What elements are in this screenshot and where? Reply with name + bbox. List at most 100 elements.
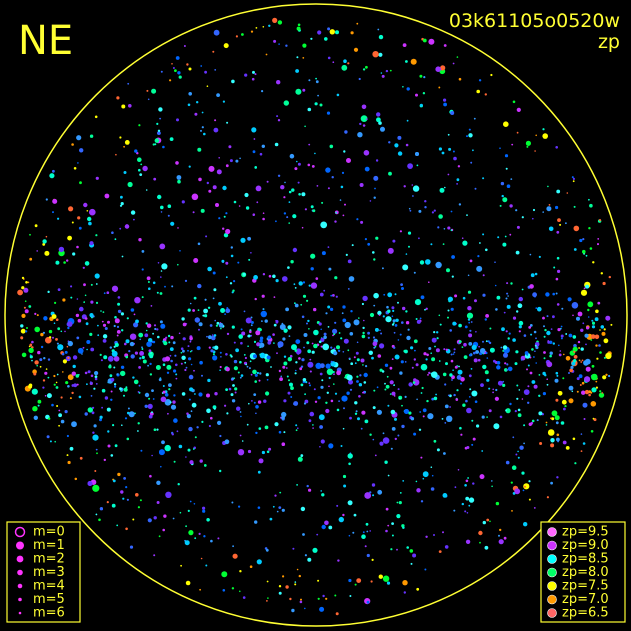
star xyxy=(550,481,553,485)
star xyxy=(356,22,359,25)
star xyxy=(184,540,190,546)
star xyxy=(306,322,308,325)
star xyxy=(354,401,358,405)
star xyxy=(226,412,229,415)
star xyxy=(156,480,161,485)
star xyxy=(392,309,395,312)
star xyxy=(440,65,446,71)
star xyxy=(335,612,339,616)
star xyxy=(415,93,418,97)
star xyxy=(124,224,130,229)
star xyxy=(160,323,166,329)
star xyxy=(192,448,195,450)
star xyxy=(392,322,395,324)
star xyxy=(408,207,411,210)
star xyxy=(255,27,258,29)
star xyxy=(450,229,453,232)
star xyxy=(572,177,576,180)
star xyxy=(83,202,88,208)
star xyxy=(500,181,505,186)
star xyxy=(64,350,68,354)
star xyxy=(117,472,121,477)
star xyxy=(251,127,257,133)
star xyxy=(388,171,392,176)
star xyxy=(92,484,100,492)
star xyxy=(52,169,55,173)
star xyxy=(148,287,151,291)
star xyxy=(532,292,537,298)
star xyxy=(277,174,281,177)
star xyxy=(531,380,536,384)
star xyxy=(537,306,542,312)
star xyxy=(343,59,347,63)
star xyxy=(225,276,228,279)
star xyxy=(67,235,72,241)
star xyxy=(428,347,432,350)
star xyxy=(482,233,485,236)
star xyxy=(196,426,199,429)
star xyxy=(239,360,242,364)
zp-marker xyxy=(547,581,557,591)
star xyxy=(84,317,88,320)
star xyxy=(391,323,395,326)
star xyxy=(333,351,338,356)
star xyxy=(164,444,171,452)
star xyxy=(433,209,436,212)
star xyxy=(295,429,298,432)
star xyxy=(212,50,215,53)
star xyxy=(363,381,367,384)
star xyxy=(362,391,364,394)
star xyxy=(506,369,509,371)
star xyxy=(291,188,295,192)
star xyxy=(255,330,261,336)
star xyxy=(284,181,286,184)
star xyxy=(411,184,414,186)
star xyxy=(467,290,472,294)
star xyxy=(373,258,376,261)
star xyxy=(88,221,92,226)
star xyxy=(37,399,42,404)
star xyxy=(55,386,59,389)
star xyxy=(241,440,244,442)
star xyxy=(189,302,192,305)
star xyxy=(507,366,513,372)
star xyxy=(531,419,535,423)
star xyxy=(148,338,153,343)
star xyxy=(348,276,355,282)
star xyxy=(67,374,74,381)
star xyxy=(185,525,188,528)
star xyxy=(198,177,202,182)
star xyxy=(416,319,421,324)
star xyxy=(464,325,468,329)
star xyxy=(377,354,382,358)
star xyxy=(233,359,238,364)
star xyxy=(256,371,259,375)
star xyxy=(91,411,95,415)
star xyxy=(218,322,224,328)
magnitude-label: m=3 xyxy=(33,565,65,580)
star xyxy=(283,100,289,106)
star xyxy=(126,411,130,415)
star xyxy=(555,205,559,210)
star xyxy=(393,331,396,334)
star xyxy=(76,383,79,386)
star xyxy=(363,150,370,156)
star xyxy=(255,185,262,192)
star xyxy=(211,334,214,336)
star xyxy=(382,575,390,582)
star xyxy=(93,387,96,390)
star xyxy=(555,371,559,375)
star xyxy=(128,411,135,418)
star xyxy=(400,360,404,364)
star xyxy=(486,416,488,418)
star xyxy=(571,390,574,393)
star xyxy=(74,477,78,481)
star xyxy=(238,205,241,207)
star xyxy=(290,396,293,398)
star xyxy=(275,279,279,283)
star xyxy=(25,281,28,284)
star xyxy=(303,346,305,349)
star xyxy=(278,43,280,45)
star xyxy=(276,115,279,118)
star xyxy=(350,362,354,366)
